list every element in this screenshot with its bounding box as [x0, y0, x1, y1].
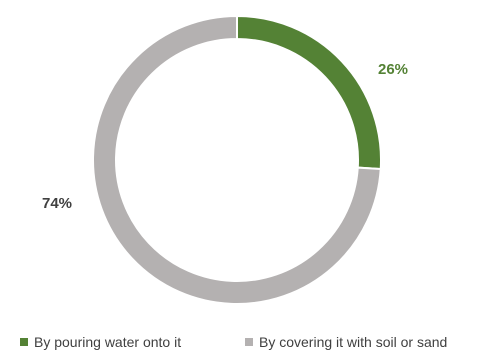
data-label-covering-soil: 74%: [42, 195, 72, 212]
chart-legend: By pouring water onto it By covering it …: [0, 334, 489, 353]
legend-swatch-pouring-water: [20, 338, 28, 346]
legend-item-pouring-water: By pouring water onto it: [20, 334, 181, 350]
legend-item-covering-soil: By covering it with soil or sand: [245, 334, 447, 350]
data-label-pouring-water: 26%: [378, 61, 408, 78]
donut-slice-pouring-water: [236, 14, 382, 171]
legend-swatch-covering-soil: [245, 338, 253, 346]
legend-label-covering-soil: By covering it with soil or sand: [259, 334, 448, 350]
legend-label-pouring-water: By pouring water onto it: [34, 334, 182, 350]
donut-slice-covering-soil: [92, 14, 382, 305]
